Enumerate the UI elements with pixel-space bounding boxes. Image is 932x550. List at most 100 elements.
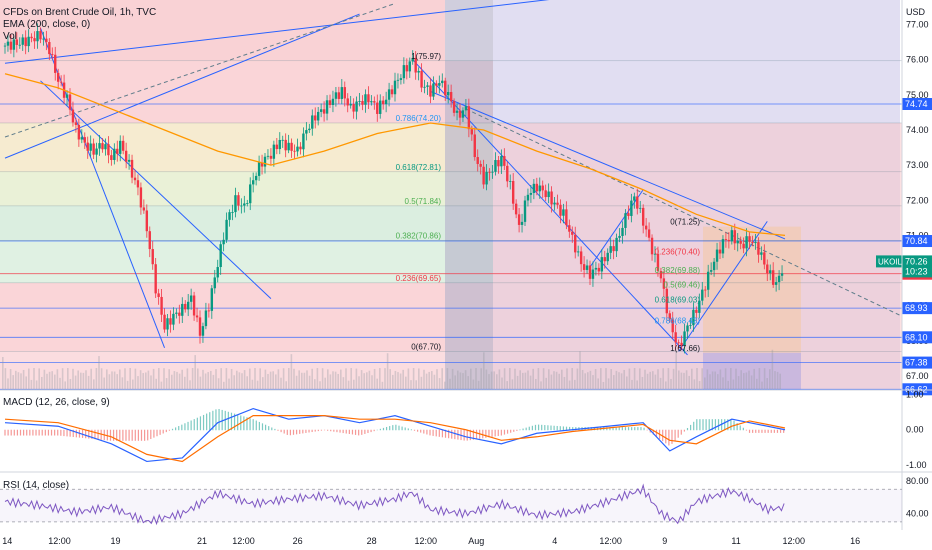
macd-hist-bar: [562, 426, 565, 431]
candle-body: [644, 225, 648, 230]
time-zone-grey: [445, 0, 493, 390]
volume-bar: [347, 380, 350, 390]
volume-bar: [275, 374, 277, 390]
macd-hist-bar: [429, 429, 431, 436]
candle-body: [213, 277, 216, 289]
volume-bar: [334, 371, 337, 390]
macd-hist-bar: [57, 429, 59, 436]
volume-bar: [542, 368, 545, 390]
candle-body: [192, 295, 196, 316]
macd-line: [4, 407, 786, 463]
macd-hist-bar: [404, 427, 406, 431]
macd-hist-bar: [503, 429, 506, 435]
volume-bars: [2, 349, 781, 390]
trend-line-7: [4, 0, 550, 64]
candle-body: [541, 185, 544, 191]
macd-tick-0: 1.00: [906, 390, 924, 400]
fib-right-label-1: 0.236(70.40): [655, 247, 701, 256]
volume-bar: [675, 350, 677, 390]
macd-hist-bar: [389, 426, 391, 431]
macd-hist-bar: [361, 429, 363, 435]
candle-body: [488, 171, 491, 173]
volume-bar: [238, 372, 241, 390]
volume-bar: [314, 379, 316, 390]
volume-bar: [405, 376, 407, 390]
macd-hist-bar: [624, 427, 627, 431]
macd-hist-bar: [336, 429, 338, 433]
macd-hist-bar: [550, 425, 552, 431]
macd-hist-bar: [441, 429, 444, 438]
candle-body: [506, 165, 509, 182]
candle-body: [718, 249, 722, 254]
price-tick-5: 72.00: [906, 195, 929, 205]
volume-bar: [301, 372, 303, 390]
macd-hist-bar: [637, 427, 639, 431]
rsi-tick-0: 80.00: [906, 476, 929, 486]
volume-bar: [753, 368, 755, 390]
macd-hist-bar: [323, 429, 326, 431]
volume-bar: [743, 373, 745, 390]
macd-hist-bar: [178, 426, 180, 431]
volume-bar: [191, 368, 194, 390]
macd-hist-bar: [463, 429, 465, 441]
macd-legend[interactable]: MACD (12, 26, close, 9): [3, 397, 110, 408]
fib-right-label-3: 0.5(69.46): [664, 281, 701, 290]
candle-body: [260, 162, 264, 167]
volume-bar: [769, 369, 771, 390]
dashed-projection-2: [465, 108, 903, 317]
ema-legend[interactable]: EMA (200, close, 0): [3, 19, 91, 30]
candle-body: [349, 104, 352, 106]
volume-bar: [579, 351, 581, 390]
volume-bar: [355, 368, 358, 390]
candle-body: [686, 325, 689, 332]
macd-hist-bar: [162, 429, 164, 434]
candle-body: [724, 239, 728, 240]
macd-hist-bar: [187, 421, 189, 431]
macd-hist-bar: [677, 429, 679, 438]
candle-body: [641, 207, 645, 226]
volume-bar: [418, 368, 420, 390]
macd-hist-bar: [665, 429, 667, 444]
candle-body: [33, 38, 36, 42]
macd-hist-bar: [705, 419, 707, 431]
volume-bar: [540, 381, 542, 390]
macd-hist-bar: [708, 419, 710, 431]
volume-bar: [420, 376, 423, 390]
candle-body: [346, 98, 349, 106]
macd-hist-bar: [469, 429, 471, 441]
volume-bar: [490, 371, 493, 390]
volume-bar: [72, 368, 74, 390]
volume-bar: [615, 370, 618, 390]
candle-body: [668, 313, 671, 320]
rsi-legend[interactable]: RSI (14, close): [3, 480, 70, 491]
candle-body: [166, 318, 169, 330]
volume-bar: [158, 368, 160, 390]
candle-body: [576, 251, 580, 253]
candle-body: [243, 203, 246, 206]
candle-body: [461, 110, 465, 118]
macd-hist-bar: [283, 429, 285, 434]
volume-bar: [472, 379, 475, 390]
macd-hist-bar: [354, 429, 357, 435]
symbol-title[interactable]: CFDs on Brent Crude Oil, 1h, TVC: [3, 7, 157, 18]
fib-zone-bottom: [0, 351, 493, 390]
volume-bar: [43, 369, 46, 390]
fib-box-right: [703, 226, 801, 353]
candle-body: [511, 181, 515, 204]
price-tick-3: 74.00: [906, 125, 929, 135]
volume-bar: [704, 377, 706, 390]
volume-bar: [69, 378, 72, 390]
candle-body: [186, 301, 190, 310]
candle-body: [249, 184, 252, 204]
volume-bar: [691, 368, 693, 390]
volume-bar: [545, 377, 547, 390]
candle-body: [653, 253, 657, 255]
candle-body: [30, 36, 33, 39]
volume-bar: [119, 369, 121, 390]
macd-hist-bar: [16, 429, 19, 436]
vol-legend[interactable]: Vol: [3, 31, 17, 42]
volume-bar: [654, 374, 657, 390]
macd-hist-bar: [44, 429, 46, 436]
macd-hist-bar: [202, 414, 205, 431]
